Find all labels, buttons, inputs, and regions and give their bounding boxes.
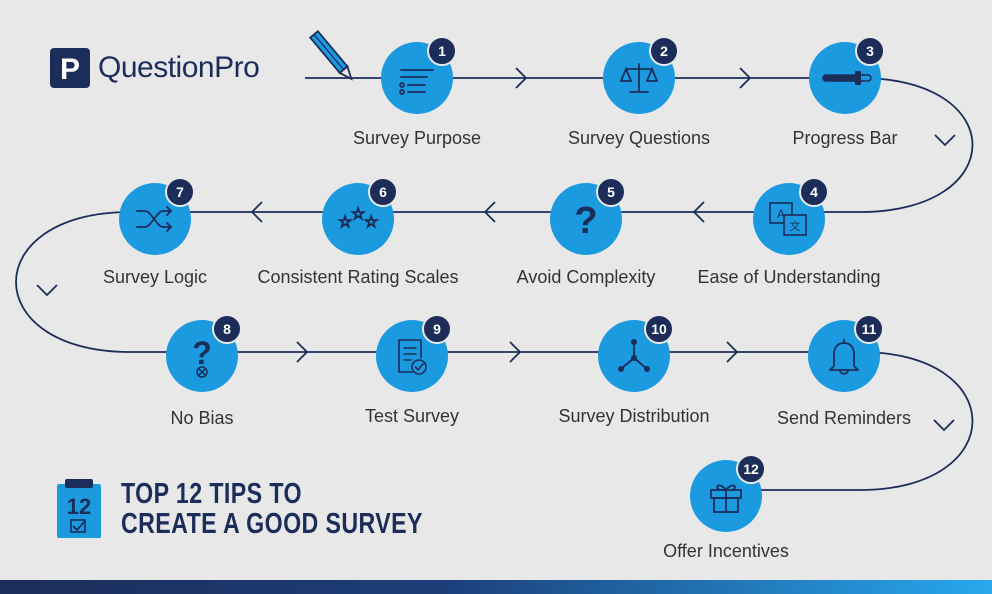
- step-9: 9: [376, 320, 448, 392]
- page-title: TOP 12 TIPS TO CREATE A GOOD SURVEY: [121, 479, 423, 539]
- step-label: Test Survey: [365, 406, 459, 427]
- svg-text:☆: ☆: [364, 212, 378, 231]
- step-label: Send Reminders: [777, 408, 911, 429]
- step-label: Survey Logic: [103, 267, 207, 288]
- title-badge-number: 12: [67, 494, 91, 519]
- pencil-icon: [310, 31, 355, 82]
- step-label: Consistent Rating Scales: [257, 267, 458, 288]
- title-line-1: TOP 12 TIPS TO: [121, 479, 423, 509]
- step-1: 1: [381, 42, 453, 114]
- step-10: 10: [598, 320, 670, 392]
- step-3: 3: [809, 42, 881, 114]
- svg-text:?: ?: [574, 200, 597, 242]
- title-line-2: CREATE A GOOD SURVEY: [121, 509, 423, 539]
- title-block: 12 TOP 12 TIPS TO CREATE A GOOD SURVEY: [55, 478, 498, 540]
- svg-text:P: P: [60, 53, 80, 86]
- step-number: 11: [854, 314, 884, 344]
- step-label: No Bias: [170, 408, 233, 429]
- svg-text:?: ?: [192, 335, 212, 371]
- logo-mark-icon: P: [50, 48, 90, 88]
- step-7: 7: [119, 183, 191, 255]
- questionpro-logo: P QuestionPro: [50, 48, 259, 88]
- step-2: 2: [603, 42, 675, 114]
- brand-name: QuestionPro: [98, 51, 259, 85]
- step-4: A 文 4: [753, 183, 825, 255]
- step-number: 3: [855, 36, 885, 66]
- step-label: Avoid Complexity: [517, 267, 656, 288]
- svg-text:文: 文: [790, 219, 801, 233]
- step-12: 12: [690, 460, 762, 532]
- step-label: Ease of Understanding: [697, 267, 880, 288]
- step-label: Survey Purpose: [353, 128, 481, 149]
- step-5: ? 5: [550, 183, 622, 255]
- step-8: ? 8: [166, 320, 238, 392]
- step-number: 6: [368, 177, 398, 207]
- step-number: 4: [799, 177, 829, 207]
- step-number: 1: [427, 36, 457, 66]
- step-number: 2: [649, 36, 679, 66]
- step-label: Survey Distribution: [558, 406, 709, 427]
- svg-text:A: A: [777, 207, 785, 221]
- step-label: Offer Incentives: [663, 541, 789, 562]
- step-11: 11: [808, 320, 880, 392]
- step-number: 10: [644, 314, 674, 344]
- clipboard-icon: 12: [55, 478, 103, 540]
- bottom-gradient-bar: [0, 580, 992, 594]
- step-number: 12: [736, 454, 766, 484]
- step-6: ☆ ☆ ☆ 6: [322, 183, 394, 255]
- step-label: Progress Bar: [792, 128, 897, 149]
- step-number: 8: [212, 314, 242, 344]
- step-number: 5: [596, 177, 626, 207]
- step-number: 7: [165, 177, 195, 207]
- step-label: Survey Questions: [568, 128, 710, 149]
- step-number: 9: [422, 314, 452, 344]
